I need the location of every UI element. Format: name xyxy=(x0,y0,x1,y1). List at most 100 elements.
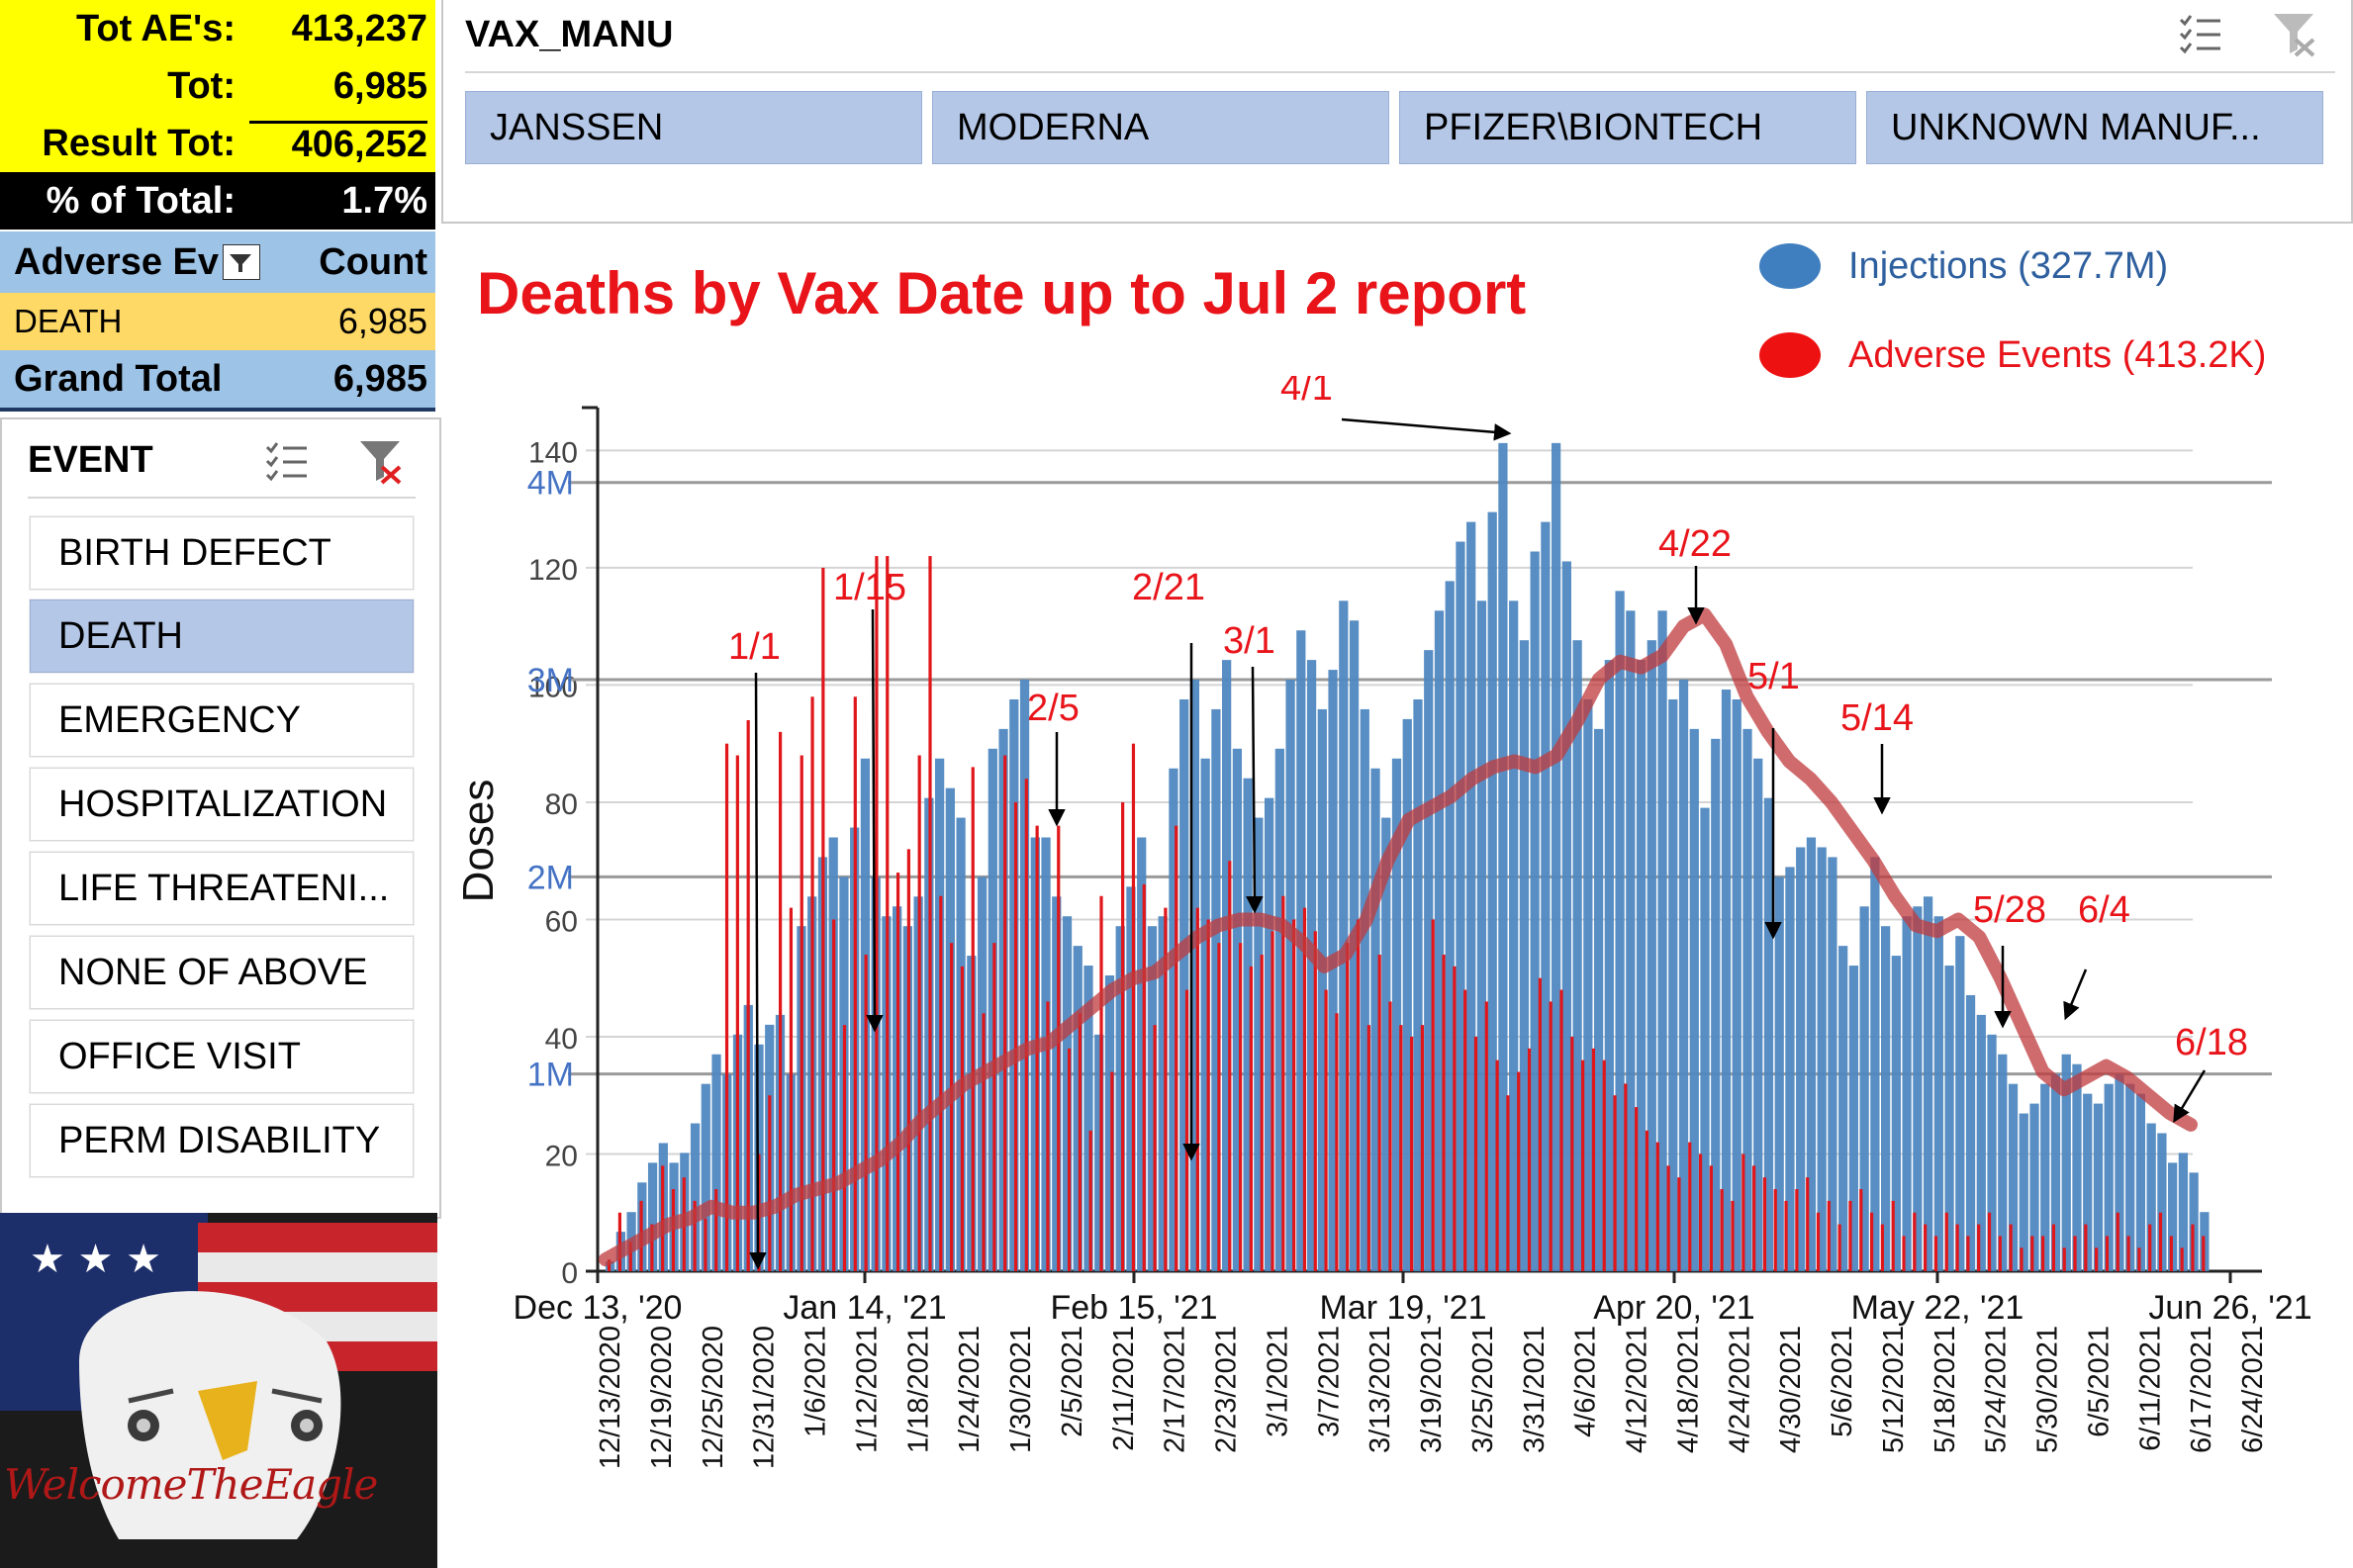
death-bar xyxy=(693,1200,697,1271)
death-bar xyxy=(1249,966,1253,1271)
death-bar xyxy=(650,1224,654,1271)
event-item-death[interactable]: DEATH xyxy=(30,600,414,673)
death-bar xyxy=(1473,1036,1478,1271)
summary-value: 1.7% xyxy=(341,179,427,222)
injection-bar xyxy=(1944,966,1954,1271)
x-top-label: Feb 15, '21 xyxy=(1050,1289,1217,1327)
death-bar xyxy=(2051,1224,2055,1271)
x-date-label: 3/31/2021 xyxy=(1519,1326,1551,1453)
x-date-label: 5/30/2021 xyxy=(2032,1326,2064,1453)
death-bar xyxy=(1816,1212,1821,1271)
injection-bar xyxy=(1189,680,1200,1271)
death-bar xyxy=(1238,943,1243,1271)
injection-bar xyxy=(1583,698,1593,1271)
injection-bar xyxy=(1806,837,1817,1271)
multi-select-icon[interactable] xyxy=(263,439,311,488)
injection-bar xyxy=(711,1054,721,1271)
filter-dropdown-icon[interactable] xyxy=(223,244,261,280)
injection-bar xyxy=(1955,936,1965,1271)
death-bar xyxy=(864,955,868,1271)
x-date-label: 12/25/2020 xyxy=(698,1326,729,1469)
death-bar xyxy=(779,731,783,1271)
death-bar xyxy=(2158,1212,2163,1271)
x-date-label: 12/19/2020 xyxy=(646,1326,678,1469)
manu-item-unknown[interactable]: UNKNOWN MANUF... xyxy=(1866,91,2323,164)
deaths-tick-label: 40 xyxy=(545,1023,578,1056)
injection-bar xyxy=(1360,708,1369,1271)
manu-slicer-title: VAX_MANU xyxy=(465,14,674,55)
death-bar xyxy=(1645,1130,1649,1271)
injection-bar xyxy=(1519,640,1530,1271)
injection-bar xyxy=(1796,847,1806,1271)
death-bar xyxy=(950,943,954,1271)
event-slicer: EVENT BIRTH DEFECT DEATH EMERGENCY HOSPI… xyxy=(0,417,441,1219)
event-item-perm-disability[interactable]: PERM DISABILITY xyxy=(30,1104,414,1177)
injection-bar xyxy=(1222,660,1232,1271)
death-bar xyxy=(1924,1224,1928,1271)
x-date-label: 3/1/2021 xyxy=(1262,1326,1293,1437)
manu-item-janssen[interactable]: JANSSEN xyxy=(465,91,922,164)
death-bar xyxy=(1388,1001,1392,1271)
manu-item-pfizer[interactable]: PFIZER\BIONTECH xyxy=(1399,91,1856,164)
injection-bar xyxy=(1615,591,1625,1271)
deaths-trend-line xyxy=(599,607,2198,1267)
death-bar xyxy=(1966,1236,1970,1271)
death-bar xyxy=(1164,907,1168,1271)
x-top-label: Jun 26, '21 xyxy=(2148,1289,2311,1327)
injection-bar xyxy=(1891,956,1901,1271)
death-bar xyxy=(1987,1212,1992,1271)
event-item-hospitalization[interactable]: HOSPITALIZATION xyxy=(30,768,414,841)
deaths-tick-label: 80 xyxy=(545,788,578,821)
injection-bar xyxy=(1933,916,1943,1271)
injection-bar xyxy=(1179,698,1189,1271)
death-bar xyxy=(1913,1212,1917,1271)
multi-select-icon[interactable] xyxy=(2177,12,2224,60)
event-item-emergency[interactable]: EMERGENCY xyxy=(30,684,414,757)
injection-bar xyxy=(1881,926,1891,1271)
slicer-divider xyxy=(465,71,2335,73)
event-item-label: HOSPITALIZATION xyxy=(58,783,388,825)
x-date-label: 2/5/2021 xyxy=(1057,1326,1088,1437)
pivot-row-death[interactable]: DEATH 6,985 xyxy=(0,293,435,350)
death-bar xyxy=(1549,1001,1553,1271)
manu-slicer: VAX_MANU JANSSEN MODERNA PFIZER\BIONTECH… xyxy=(441,0,2353,224)
legend-label: Injections (327.7M) xyxy=(1848,244,2169,287)
event-item-birth-defect[interactable]: BIRTH DEFECT xyxy=(30,516,414,590)
event-item-none-of-above[interactable]: NONE OF ABOVE xyxy=(30,936,414,1009)
event-item-office-visit[interactable]: OFFICE VISIT xyxy=(30,1020,414,1093)
injection-bar xyxy=(1742,728,1752,1271)
death-bar xyxy=(2105,1236,2110,1271)
death-bar xyxy=(1067,1048,1072,1271)
clear-filter-icon[interactable] xyxy=(2270,10,2317,62)
death-bar xyxy=(2009,1224,2013,1271)
annotation-label: 4/1 xyxy=(1280,376,1333,409)
annotation-label: 1/15 xyxy=(833,567,906,608)
injection-bar xyxy=(1466,521,1476,1271)
summary-label: Result Tot: xyxy=(42,122,235,164)
death-bar xyxy=(1003,755,1007,1271)
death-bar xyxy=(1698,1153,1703,1271)
clear-filter-icon[interactable] xyxy=(356,437,404,490)
injection-bar xyxy=(1561,561,1571,1271)
death-bar xyxy=(1099,895,1103,1271)
injection-bar xyxy=(1041,837,1051,1271)
injection-bar xyxy=(1732,698,1741,1271)
death-bar xyxy=(1624,1083,1628,1271)
manu-item-label: UNKNOWN MANUF... xyxy=(1891,106,2261,148)
summary-value: 6,985 xyxy=(332,64,427,107)
injection-bar xyxy=(1817,847,1827,1271)
injection-bar xyxy=(2189,1172,2199,1271)
death-bar xyxy=(1110,1071,1114,1271)
death-bar xyxy=(1752,1165,1756,1271)
death-bar xyxy=(1228,861,1232,1271)
legend-swatch-red-icon xyxy=(1759,332,1821,378)
death-bar xyxy=(1131,743,1136,1271)
event-item-life-threatening[interactable]: LIFE THREATENI... xyxy=(30,852,414,925)
event-item-label: LIFE THREATENI... xyxy=(58,867,390,909)
death-bar xyxy=(1195,907,1199,1271)
injection-bar xyxy=(1402,718,1412,1271)
death-bar xyxy=(842,1025,847,1271)
manu-item-moderna[interactable]: MODERNA xyxy=(932,91,1389,164)
x-date-label: 6/17/2021 xyxy=(2186,1326,2217,1453)
death-bar xyxy=(1057,825,1061,1271)
